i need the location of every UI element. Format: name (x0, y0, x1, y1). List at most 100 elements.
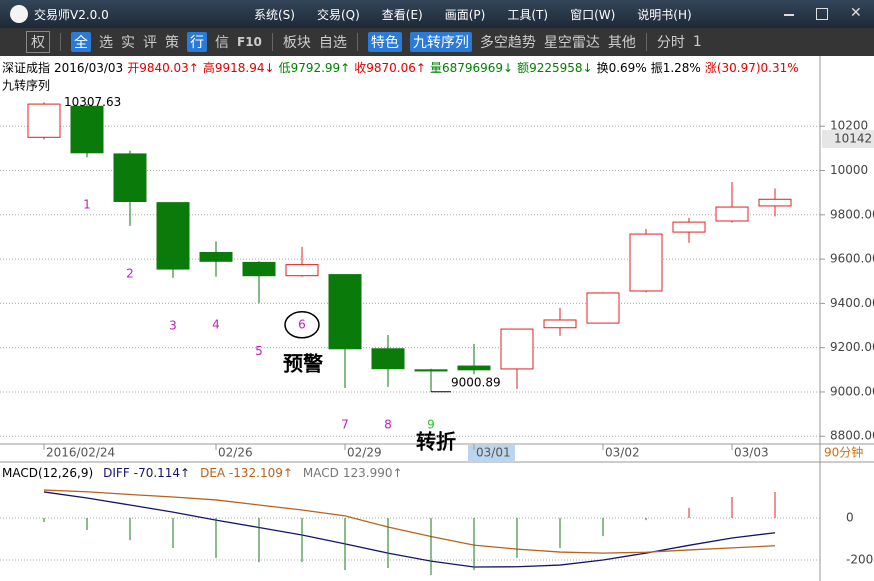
toolbar-button[interactable]: 行 (187, 32, 207, 52)
candle-body (285, 264, 319, 277)
candle-body (414, 369, 448, 372)
app-title: 交易师V2.0.0 (34, 7, 109, 22)
toolbar-button[interactable]: 特色 (367, 32, 402, 52)
y-tick-label: 9000.00 (830, 384, 874, 398)
legend-name: DIFF (103, 466, 130, 480)
info-field: 涨(30.97)0.31% (705, 60, 799, 75)
toolbar-button[interactable]: 评 (143, 35, 157, 51)
candle-body (328, 274, 362, 350)
candle-body (457, 365, 491, 371)
macd-line (43, 489, 776, 554)
toolbar-button[interactable]: 多空趋势 (479, 35, 536, 51)
td-count: 3 (169, 318, 177, 332)
toolbar-button[interactable]: 其他 (607, 35, 636, 51)
maximize-button[interactable] (816, 8, 828, 20)
td-count: 2 (126, 266, 134, 280)
candle-body (758, 198, 792, 207)
y-tick-label: 10000 (830, 163, 868, 177)
toolbar-button[interactable]: 1 (692, 34, 702, 50)
x-tick-label: 2016/02/24 (46, 446, 115, 460)
candle-body (156, 202, 190, 270)
x-tick-label: 03/01 (476, 446, 511, 460)
chart-bg (0, 56, 874, 581)
candle-body (586, 292, 620, 324)
toolbar-button[interactable]: 信 (215, 35, 229, 51)
y-tick-label: 0 (846, 511, 854, 525)
td-circle (284, 311, 320, 339)
menu-item[interactable]: 交易(Q) (316, 7, 360, 22)
info-field: 额9225958↓ (517, 61, 593, 75)
y-tick-label: 9800.00 (830, 207, 874, 221)
y-tick-label: 9200.00 (830, 340, 874, 354)
toolbar-button[interactable]: 策 (165, 35, 179, 51)
minimize-button[interactable] (784, 8, 794, 16)
x-tick-label: 03/03 (734, 446, 769, 460)
toolbar-button[interactable]: F10 (237, 35, 262, 49)
x-tick-label: 03/02 (605, 446, 640, 460)
td-count: 9 (427, 418, 435, 432)
candle-body (113, 153, 147, 203)
toolbar-button[interactable]: 全 (71, 32, 91, 52)
menu-item[interactable]: 画面(P) (444, 7, 486, 22)
y-tick-label: 9400.00 (830, 296, 874, 310)
high-label: 10307.63 (64, 95, 121, 109)
menu-item[interactable]: 查看(E) (381, 7, 423, 22)
price-marker: 10142 (834, 132, 872, 146)
toolbar-button[interactable]: 星空雷达 (543, 35, 600, 51)
info-field: 换0.69% (597, 61, 647, 75)
legend-name: DEA (200, 466, 226, 480)
toolbar-button[interactable]: 选 (99, 35, 113, 51)
menu-item[interactable]: 说明书(H) (637, 7, 692, 22)
period-label[interactable]: 90分钟 (824, 445, 863, 460)
td-count: 5 (255, 344, 263, 358)
y-tick-label: -200.00 (846, 553, 874, 567)
candle-body (629, 233, 663, 292)
x-tick-label: 02/26 (218, 446, 253, 460)
separator (645, 33, 647, 51)
info-field: 量68796969↓ (430, 61, 513, 75)
y-tick-label: 8800.00 (830, 429, 874, 443)
macd-legend: MACD(12,26,9) DIFF -70.114↑ DEA -132.109↑ MAC… (2, 466, 403, 480)
td-count: 7 (341, 418, 349, 432)
separator (356, 33, 358, 51)
y-tick-label: 9600.00 (830, 252, 874, 266)
info-line: 深证成指 2016/03/03 开9840.03↑ 高9918.94↓ 低9792.99… (2, 60, 799, 75)
td-count: 6 (298, 317, 306, 331)
menu-item[interactable]: 工具(T) (507, 7, 549, 22)
x-tick-label: 02/29 (347, 446, 382, 460)
indicator-name: 九转序列 (2, 78, 50, 93)
info-name: 深证成指 (2, 60, 50, 75)
td-count: 1 (83, 198, 91, 212)
separator (271, 33, 273, 51)
toolbar-button[interactable]: 分时 (656, 35, 685, 51)
toolbar-button[interactable]: 板块 (282, 35, 311, 51)
y-tick-label: 10200 (830, 119, 868, 133)
candle-body (242, 261, 276, 277)
menu-item[interactable]: 窗口(W) (570, 7, 616, 22)
close-button[interactable]: ✕ (850, 5, 862, 21)
candle-body (500, 328, 534, 370)
toolbar-button[interactable]: 九转序列 (409, 32, 472, 52)
info-date: 2016/03/03 (54, 61, 123, 75)
menu-item[interactable]: 系统(S) (254, 7, 295, 22)
info-field: 振1.28% (651, 61, 701, 75)
logo (10, 5, 28, 23)
toolbar-button[interactable]: 自选 (318, 35, 347, 51)
candle-body (715, 206, 749, 222)
turn-annotation: 转折 (416, 430, 456, 454)
separator (60, 33, 61, 51)
legend-readout: 123.990↑ (343, 466, 403, 480)
candle-body (371, 348, 405, 370)
candle-body (543, 319, 577, 329)
candle-body (27, 103, 61, 138)
price-marker-bg (822, 130, 874, 149)
legend-readout: -132.109↑ (229, 466, 293, 480)
candle-body (672, 221, 706, 233)
td-count: 8 (384, 418, 392, 432)
toolbar-button[interactable]: 实 (121, 35, 135, 51)
info-field: 低9792.99↑ (279, 61, 351, 75)
rights-button[interactable]: 权 (26, 31, 50, 53)
warning-annotation: 预警 (283, 352, 323, 376)
low-label: 9000.89 (451, 375, 501, 389)
info-field: 收9870.06↑ (354, 61, 426, 75)
